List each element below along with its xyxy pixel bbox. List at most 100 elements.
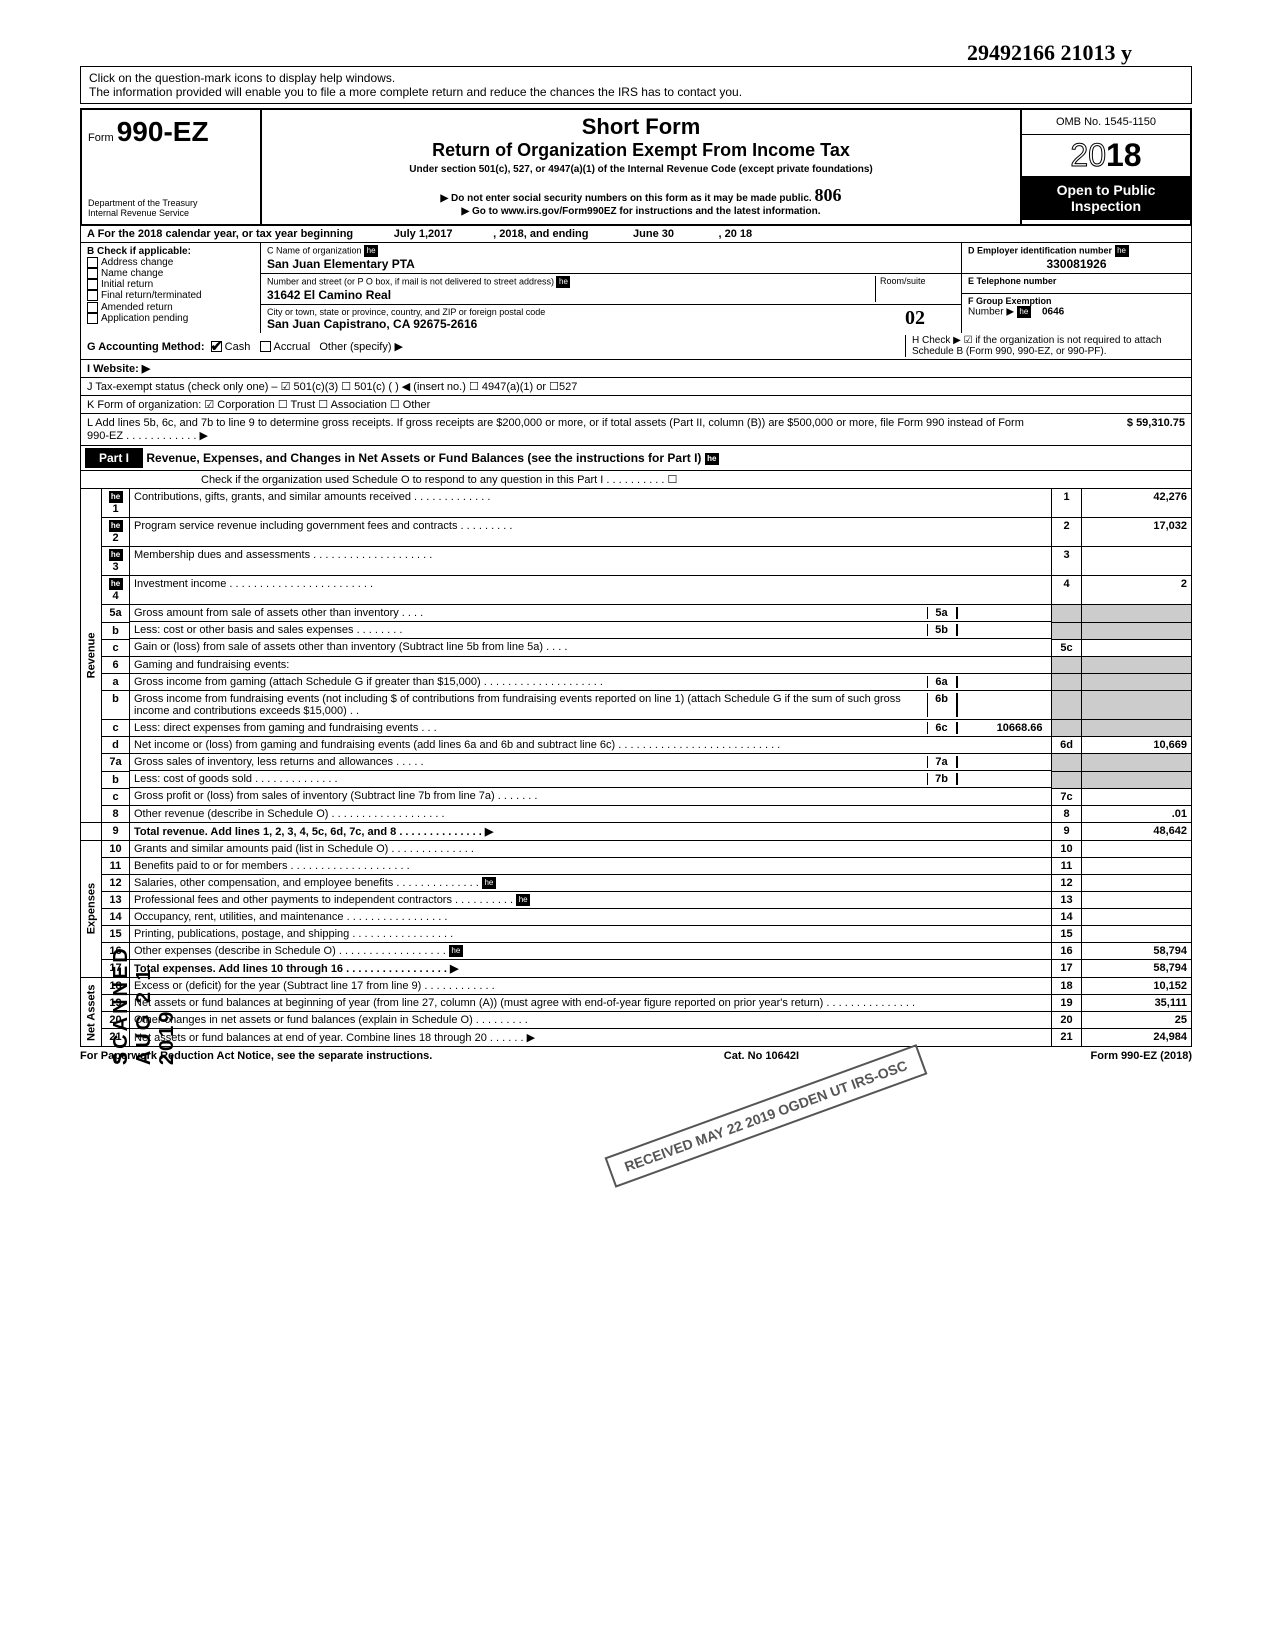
form-header: Form 990-EZ Department of the Treasury I…	[80, 108, 1192, 226]
line6b-amt	[957, 693, 1047, 717]
city-label: City or town, state or province, country…	[267, 307, 905, 317]
chk-accrual[interactable]	[260, 341, 271, 352]
chk-address-change[interactable]	[87, 257, 98, 268]
line21-amt: 24,984	[1082, 1029, 1192, 1047]
l-amount: 59,310.75	[1136, 417, 1185, 429]
line15-desc: Printing, publications, postage, and shi…	[130, 926, 1052, 943]
form-number: 990-EZ	[117, 116, 209, 147]
line6b-box: 6b	[927, 693, 957, 717]
help-icon[interactable]: he	[705, 453, 719, 465]
line5c-amt	[1082, 639, 1192, 656]
handwritten-02: 02	[905, 307, 955, 331]
block-bcdef: B Check if applicable: Address change Na…	[80, 243, 1192, 333]
line9-desc: Total revenue. Add lines 1, 2, 3, 4, 5c,…	[130, 822, 1052, 840]
line8-amt: .01	[1082, 805, 1192, 822]
line6-desc: Gaming and fundraising events:	[130, 656, 1052, 673]
line7b-box: 7b	[927, 773, 957, 785]
opt-initial: Initial return	[101, 279, 153, 290]
line7b-desc: Less: cost of goods sold . . . . . . . .…	[134, 773, 927, 785]
note-ssn: ▶ Do not enter social security numbers o…	[441, 193, 812, 204]
org-name: San Juan Elementary PTA	[267, 257, 415, 271]
e-label: E Telephone number	[968, 276, 1056, 286]
line4-desc: Investment income . . . . . . . . . . . …	[130, 576, 1052, 605]
ein: 330081926	[968, 257, 1185, 271]
help-icon[interactable]: he	[364, 245, 378, 257]
help-icon[interactable]: he	[1017, 306, 1031, 318]
f-label2: Number ▶	[968, 307, 1014, 318]
tax-year-end: June 30	[589, 228, 719, 240]
j-tax-status: J Tax-exempt status (check only one) – ☑…	[87, 380, 577, 393]
stamp-number: 29492166 21013 y	[80, 40, 1192, 66]
opt-name: Name change	[101, 268, 163, 279]
help-icon[interactable]: he	[449, 945, 463, 957]
chk-amended[interactable]	[87, 302, 98, 313]
help-icon[interactable]: he	[109, 491, 123, 503]
part1-title: Revenue, Expenses, and Changes in Net As…	[146, 451, 701, 465]
open-to-public: Open to Public Inspection	[1022, 176, 1190, 220]
line17-amt: 58,794	[1082, 960, 1192, 978]
help-icon[interactable]: he	[516, 894, 530, 906]
row-g: G Accounting Method: Cash Accrual Other …	[80, 333, 1192, 360]
help-note: Click on the question-mark icons to disp…	[80, 66, 1192, 104]
part1-check: Check if the organization used Schedule …	[80, 471, 1192, 489]
line12-desc: Salaries, other compensation, and employ…	[134, 877, 479, 889]
line5a-box: 5a	[927, 607, 957, 619]
line6a-amt	[957, 676, 1047, 688]
row-a-pre: A For the 2018 calendar year, or tax yea…	[87, 228, 353, 240]
title-short-form: Short Form	[270, 114, 1012, 140]
footer-mid: Cat. No 10642I	[724, 1050, 799, 1062]
chk-final[interactable]	[87, 290, 98, 301]
line11-desc: Benefits paid to or for members . . . . …	[130, 857, 1052, 874]
k-form-org: K Form of organization: ☑ Corporation ☐ …	[87, 398, 430, 411]
row-l: L Add lines 5b, 6c, and 7b to line 9 to …	[80, 414, 1192, 446]
chk-name-change[interactable]	[87, 268, 98, 279]
handwritten-806: 806	[814, 185, 841, 205]
line7b-amt	[957, 773, 1047, 785]
row-a-mid: , 2018, and ending	[493, 228, 588, 240]
form-prefix: Form	[88, 132, 114, 144]
line3-desc: Membership dues and assessments . . . . …	[130, 547, 1052, 576]
line6b-desc: Gross income from fundraising events (no…	[134, 693, 927, 717]
opt-address: Address change	[101, 257, 173, 268]
line6c-desc: Less: direct expenses from gaming and fu…	[134, 722, 927, 734]
tax-year: 2018	[1022, 135, 1190, 176]
chk-initial[interactable]	[87, 279, 98, 290]
section-expenses: Expenses	[81, 840, 102, 977]
footer-right: Form 990-EZ (2018)	[1091, 1050, 1192, 1062]
line5a-amt	[957, 607, 1047, 619]
part1-check-text: Check if the organization used Schedule …	[201, 473, 677, 486]
title-return: Return of Organization Exempt From Incom…	[270, 140, 1012, 161]
part1-badge: Part I	[85, 448, 143, 468]
street-address: 31642 El Camino Real	[267, 288, 391, 302]
subtitle: Under section 501(c), 527, or 4947(a)(1)…	[270, 164, 1012, 175]
line8-desc: Other revenue (describe in Schedule O) .…	[130, 805, 1052, 822]
g-label: G Accounting Method:	[87, 341, 205, 353]
help-icon[interactable]: he	[1115, 245, 1129, 257]
tax-year-start: July 1,2017	[353, 228, 493, 240]
line4-amt: 2	[1082, 576, 1192, 605]
help-icon[interactable]: he	[556, 276, 570, 288]
omb-number: OMB No. 1545-1150	[1022, 110, 1190, 135]
chk-cash[interactable]	[211, 341, 222, 352]
row-a: A For the 2018 calendar year, or tax yea…	[80, 226, 1192, 243]
line7a-desc: Gross sales of inventory, less returns a…	[134, 756, 927, 768]
help-icon[interactable]: he	[109, 549, 123, 561]
footer: For Paperwork Reduction Act Notice, see …	[80, 1047, 1192, 1065]
line16-desc: Other expenses (describe in Schedule O) …	[134, 945, 446, 957]
line3-amt	[1082, 547, 1192, 576]
received-stamp: RECEIVED MAY 22 2019 OGDEN UT IRS-OSC	[605, 1044, 927, 1187]
line10-amt	[1082, 840, 1192, 857]
chk-pending[interactable]	[87, 313, 98, 324]
line14-amt	[1082, 909, 1192, 926]
accrual-label: Accrual	[274, 341, 311, 353]
line5b-box: 5b	[927, 624, 957, 636]
l-text: L Add lines 5b, 6c, and 7b to line 9 to …	[87, 417, 1045, 442]
help-icon[interactable]: he	[109, 520, 123, 532]
line11-amt	[1082, 857, 1192, 874]
group-exemption: 0646	[1042, 307, 1064, 318]
help-icon[interactable]: he	[109, 578, 123, 590]
line1-amt: 42,276	[1082, 489, 1192, 518]
line12-amt	[1082, 874, 1192, 891]
help-icon[interactable]: he	[482, 877, 496, 889]
line20-desc: Other changes in net assets or fund bala…	[130, 1012, 1052, 1029]
